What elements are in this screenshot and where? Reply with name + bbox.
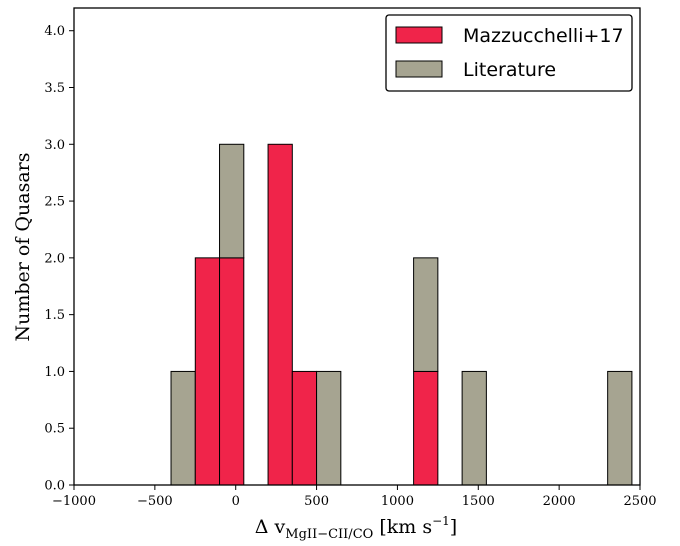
bar-literature xyxy=(219,143,245,259)
plot-frame xyxy=(73,7,641,486)
bar-literature xyxy=(316,370,342,486)
y-tick-label: 0.0 xyxy=(44,479,65,494)
bar-mazzucchelli xyxy=(219,257,245,486)
bar-mazzucchelli xyxy=(194,257,221,486)
y-tick-label: 2.5 xyxy=(44,195,65,210)
bar-mazzucchelli xyxy=(267,143,293,486)
x-tick-label: 2500 xyxy=(623,494,656,509)
x-tick-label: −1000 xyxy=(52,494,96,509)
x-tick-label: 0 xyxy=(232,494,240,509)
y-tick-label: 3.0 xyxy=(44,138,65,153)
x-axis-label-prefix: Δ v xyxy=(255,516,286,538)
x-tick-label: 1000 xyxy=(381,494,414,509)
bar-literature xyxy=(607,370,633,486)
y-tick-label: 1.0 xyxy=(44,365,65,380)
y-axis-ticks: 0.0 0.5 1.0 1.5 2.0 2.5 3.0 3.5 4.0 xyxy=(44,24,74,494)
x-axis-label-unit-open: [km s xyxy=(373,516,432,538)
bar-literature xyxy=(461,370,487,486)
y-tick-label: 4.0 xyxy=(44,24,65,39)
bar-mazzucchelli xyxy=(413,370,439,486)
y-tick-label: 1.5 xyxy=(44,308,65,323)
x-tick-label: 2000 xyxy=(543,494,576,509)
legend-label-literature: Literature xyxy=(463,59,556,81)
legend-box xyxy=(385,14,633,92)
x-axis-ticks: −1000 −500 0 500 1000 1500 2000 2500 xyxy=(52,485,657,509)
legend-swatch-mazzucchelli xyxy=(395,26,443,44)
legend: Mazzucchelli+17 Literature xyxy=(385,14,633,92)
x-axis-label-unit-close: ] xyxy=(450,516,457,538)
legend-swatch-literature xyxy=(395,60,443,78)
x-axis-label-subscript: MgII−CII/CO xyxy=(285,527,373,542)
y-axis-label: Number of Quasars xyxy=(12,153,34,342)
x-tick-label: −500 xyxy=(137,494,173,509)
x-axis-label-unit-exponent: −1 xyxy=(432,514,450,528)
bar-mazzucchelli xyxy=(291,370,318,486)
y-tick-label: 3.5 xyxy=(44,81,65,96)
x-axis-label: Δ vMgII−CII/CO [km s−1] xyxy=(255,514,457,542)
bar-literature xyxy=(413,257,439,372)
bar-literature xyxy=(170,370,196,486)
legend-label-mazzucchelli: Mazzucchelli+17 xyxy=(463,25,624,47)
x-tick-label: 500 xyxy=(304,494,329,509)
y-tick-label: 0.5 xyxy=(44,422,65,437)
bars-layer xyxy=(170,143,633,486)
y-tick-label: 2.0 xyxy=(44,251,65,266)
x-tick-label: 1500 xyxy=(462,494,495,509)
